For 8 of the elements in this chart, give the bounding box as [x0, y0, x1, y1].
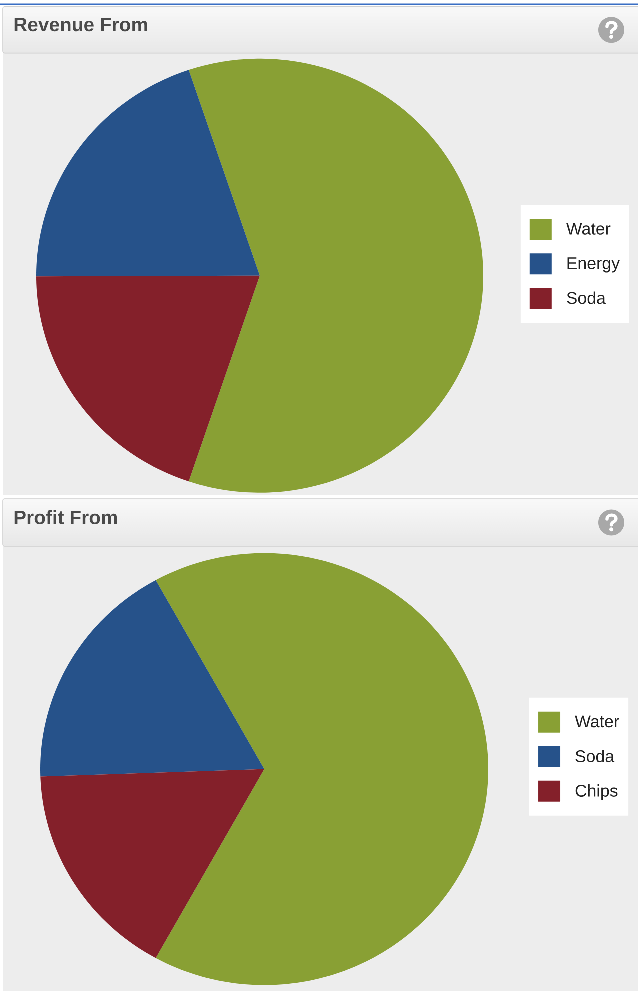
- legend-label: Water: [575, 716, 620, 728]
- legend-label: Soda: [567, 292, 606, 304]
- legend-label: Chips: [576, 784, 618, 800]
- chart-title: Profit From: [14, 510, 118, 525]
- legend-label: Water: [566, 223, 611, 235]
- chart-title: Revenue From: [14, 18, 148, 32]
- legend-label: Energy: [568, 258, 620, 273]
- legend-label: Soda: [576, 750, 615, 762]
